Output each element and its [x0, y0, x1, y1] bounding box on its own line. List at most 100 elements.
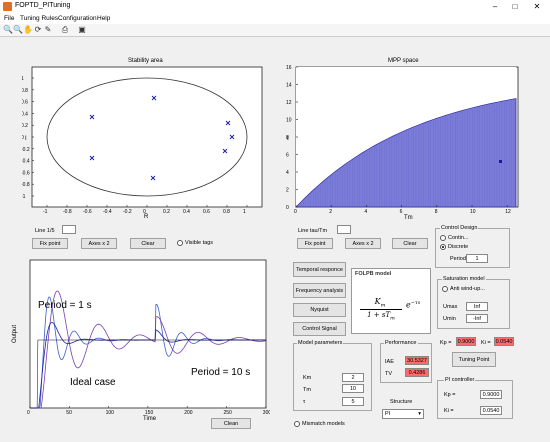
frequency-analysis-button[interactable]: Frequency analysis: [293, 283, 346, 298]
mpp-plot[interactable]: 0 2 4 6 8 10 12 16 14 12 10 8 6 4 2 0 Tm t: [286, 62, 521, 222]
response-curves: [30, 290, 267, 409]
structure-label: Structure: [390, 399, 413, 405]
toolbar: 🔍 🔍 ✋ ⟳ ✎ ⎙ ▣: [0, 24, 550, 37]
stability-y-tick: 0.4: [22, 111, 28, 117]
performance-panel: Performance IAE 30.5327 TV 0.4286: [380, 340, 432, 383]
mpp-y-tick: 2: [286, 188, 289, 194]
mpp-y-tick: 16: [286, 65, 292, 71]
kp-label: Kp =: [444, 392, 456, 398]
stability-fix-point-button[interactable]: Fix point: [32, 238, 68, 249]
stability-x-tick: 0.6: [203, 209, 210, 215]
mpp-axes-x2-button[interactable]: Axes x 2: [345, 238, 381, 249]
folpb-model-panel: FOLPB model Km 1 + sTm e−τs: [351, 268, 431, 334]
ki-top-label: Ki =: [481, 340, 491, 346]
mpp-x-tick: 8: [435, 209, 438, 215]
mpp-x-tick: 2: [329, 209, 332, 215]
response-xlabel: Time: [143, 416, 157, 422]
stability-poles: [89, 95, 235, 181]
window-titlebar: FOPTD_PITuning – □ ✕: [0, 0, 550, 14]
maximize-button[interactable]: □: [512, 2, 518, 11]
tau-label: τ: [303, 399, 306, 405]
performance-title: Performance: [384, 340, 418, 346]
anti-windup-label: Anti wind-up...: [450, 286, 485, 292]
data-cursor-icon[interactable]: ✎: [44, 25, 52, 34]
stability-clear-button[interactable]: Clear: [130, 238, 166, 249]
annotation-ideal-case: Ideal case: [70, 377, 116, 388]
stability-x-tick: -0.6: [83, 209, 92, 215]
stability-line-label: Line 1/5: [35, 228, 55, 234]
kp-top-label: Kp =: [440, 340, 452, 346]
mpp-clear-button[interactable]: Clear: [392, 238, 428, 249]
stability-y-tick: -0.4: [22, 159, 30, 165]
mpp-stable-region: [295, 67, 517, 208]
stability-plot[interactable]: -1 -0.8 -0.6 -0.4 -0.2 0 0.2 0.4 0.6 0.8 1 1 0.8 0.6…: [22, 62, 272, 222]
tm-label: Tm: [303, 387, 311, 393]
stability-y-tick: -0.6: [22, 170, 30, 176]
pole-marker: [89, 155, 95, 161]
save-icon[interactable]: ▣: [78, 25, 86, 34]
stability-x-tick: 1: [243, 209, 246, 215]
tm-input[interactable]: 10: [342, 384, 364, 393]
control-signal-button[interactable]: Control Signal: [293, 322, 346, 336]
model-numerator: Km: [374, 297, 386, 309]
stability-y-tick: 0: [22, 135, 24, 141]
ki-input[interactable]: 0.0540: [480, 406, 502, 415]
umin-label: Umin: [443, 316, 456, 322]
pan-icon[interactable]: ✋: [23, 25, 33, 34]
saturation-model-title: Saturation model: [442, 276, 486, 282]
annotation-period-10: Period = 10 s: [191, 367, 250, 378]
nyquist-button[interactable]: Nyquist: [293, 303, 346, 317]
visible-tags-label: Visible tags: [185, 240, 214, 246]
kp-input[interactable]: 0.9000: [480, 390, 502, 399]
clean-button[interactable]: Clean: [211, 418, 251, 429]
stability-x-ticks: -1 -0.8 -0.6 -0.4 -0.2 0 0.2 0.4 0.6 0.8 1: [43, 205, 248, 215]
stability-y-tick: -1: [22, 194, 26, 200]
rotate-icon[interactable]: ⟳: [34, 25, 42, 34]
stability-x-tick: 0.8: [223, 209, 230, 215]
continuous-radio[interactable]: [440, 235, 446, 241]
stability-y-tick: -0.8: [22, 182, 30, 188]
umin-input[interactable]: -Inf: [466, 314, 488, 323]
tv-label: TV: [385, 371, 393, 377]
tv-value: 0.4286: [405, 368, 429, 377]
menu-file[interactable]: File: [4, 15, 15, 22]
close-button[interactable]: ✕: [533, 2, 541, 11]
mpp-x-tick: 10: [470, 209, 476, 215]
response-plot[interactable]: 0 50 100 150 200 250 300 Time Output Period = …: [8, 258, 270, 423]
mpp-ylabel: t: [287, 136, 289, 142]
stability-axes-x2-button[interactable]: Axes x 2: [81, 238, 117, 249]
tau-input[interactable]: 5: [342, 397, 364, 406]
km-input[interactable]: 2: [342, 373, 364, 382]
chevron-down-icon: ▾: [418, 411, 421, 417]
stability-y-tick: 1: [22, 76, 24, 82]
tuning-point-button[interactable]: Tuning Point: [452, 352, 496, 367]
minimize-button[interactable]: –: [492, 2, 498, 11]
visible-tags-radio[interactable]: [177, 240, 183, 246]
discrete-radio[interactable]: [440, 244, 446, 250]
menu-help[interactable]: Help: [97, 15, 111, 22]
ki-label: Ki =: [444, 408, 454, 414]
mpp-fix-point-button[interactable]: Fix point: [297, 238, 333, 249]
print-icon[interactable]: ⎙: [61, 25, 69, 34]
stability-line-input[interactable]: [62, 225, 76, 234]
stability-y-tick: 0.8: [22, 88, 28, 94]
zoom-in-icon[interactable]: 🔍: [3, 25, 13, 34]
zoom-out-icon[interactable]: 🔍: [13, 25, 23, 34]
mpp-line-input[interactable]: [337, 225, 351, 234]
saturation-model-panel: Saturation model Anti wind-up... Umax In…: [437, 276, 510, 329]
stability-y-tick: -0.2: [22, 147, 30, 153]
menu-tuning-rules[interactable]: Tuning Rules: [20, 15, 59, 22]
annotation-period-1: Period = 1 s: [38, 300, 92, 311]
mismatch-models-radio[interactable]: [294, 421, 300, 427]
stability-title: Stability area: [128, 58, 163, 64]
mpp-xlabel: Tm: [404, 215, 413, 221]
mpp-y-tick: 14: [286, 83, 292, 89]
period-input[interactable]: 1: [466, 254, 488, 263]
anti-windup-radio[interactable]: [442, 286, 448, 292]
menu-configuration[interactable]: Configuration: [58, 15, 97, 22]
temporal-response-button[interactable]: Temporal responce: [293, 262, 346, 277]
pole-marker: [151, 95, 157, 101]
folpb-model-title: FOLPB model: [355, 271, 392, 277]
umax-input[interactable]: Inf: [466, 302, 488, 311]
structure-select[interactable]: PI ▾: [382, 409, 424, 419]
